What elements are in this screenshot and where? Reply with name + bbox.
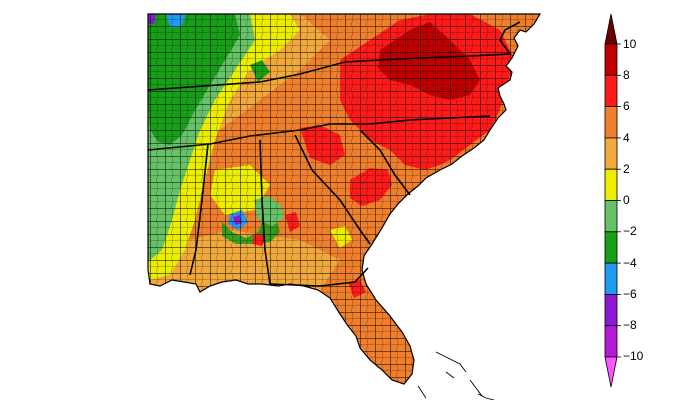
tick-label-neg8: −8 xyxy=(623,318,637,332)
colorbar-bin xyxy=(604,293,618,327)
tick-label-6: 6 xyxy=(623,99,630,113)
colorbar-bin xyxy=(604,74,618,108)
tick-label-4: 4 xyxy=(623,131,630,145)
tick-label-2: 2 xyxy=(623,162,630,176)
colorbar-bin xyxy=(604,43,618,76)
tick-label-neg6: −6 xyxy=(623,287,637,301)
tick-label-neg4: −4 xyxy=(623,256,637,270)
colorbar-bin xyxy=(604,231,618,264)
colorbar-bin xyxy=(604,168,618,201)
colorbar xyxy=(604,13,621,388)
colorbar-bin xyxy=(604,106,618,139)
tick-label-neg10: −10 xyxy=(623,349,644,363)
tick-label-0: 0 xyxy=(623,193,630,207)
tick-label-neg2: −2 xyxy=(623,224,637,238)
colorbar-bin xyxy=(604,13,618,45)
colorbar-bin xyxy=(604,325,618,358)
colorbar-bin xyxy=(604,200,618,233)
colorbar-bin xyxy=(604,356,618,388)
tick-label-8: 8 xyxy=(623,68,630,82)
colorbar-bin xyxy=(604,137,618,170)
tick-label-10: 10 xyxy=(623,37,637,51)
colorbar-bin xyxy=(604,262,618,295)
county-boundaries xyxy=(148,14,540,384)
keys-islands xyxy=(417,351,495,400)
